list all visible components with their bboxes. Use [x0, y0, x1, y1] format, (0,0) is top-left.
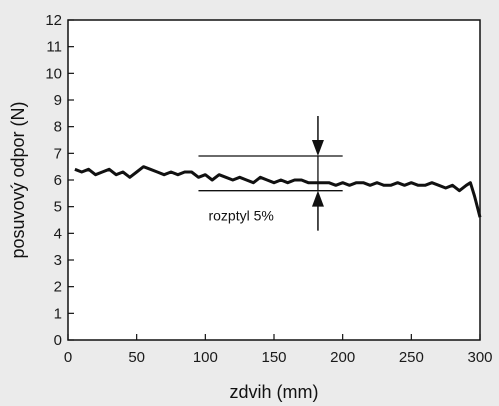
- series-line-0: [74, 165, 482, 218]
- annotation-label: rozptyl 5%: [208, 208, 273, 224]
- annotation-arrow-up-head: [311, 190, 324, 207]
- x-tick-label: 200: [330, 349, 355, 366]
- annotation-arrow-down-head: [311, 140, 324, 156]
- x-tick-label: 150: [261, 349, 286, 366]
- y-tick-label: 12: [45, 12, 62, 29]
- y-tick-label: 7: [54, 145, 62, 162]
- y-tick-label: 5: [54, 199, 62, 216]
- y-tick-label: 1: [54, 305, 62, 322]
- x-axis: 0 50 100 150 200 250 300: [64, 334, 493, 366]
- x-tick-label: 50: [128, 349, 145, 366]
- y-tick-label: 9: [54, 92, 62, 109]
- x-tick-label: 100: [193, 349, 218, 366]
- y-tick-label: 2: [54, 279, 62, 296]
- y-tick-label: 4: [54, 225, 62, 242]
- y-axis-title: posuvový odpor (N): [8, 101, 28, 258]
- y-tick-label: 10: [45, 65, 62, 82]
- plot-area: [67, 19, 481, 341]
- y-tick-label: 3: [54, 252, 62, 269]
- x-axis-title: zdvih (mm): [230, 382, 319, 402]
- x-tick-label: 0: [64, 349, 72, 366]
- x-tick-label: 250: [399, 349, 424, 366]
- y-tick-label: 6: [54, 172, 62, 189]
- y-tick-label: 8: [54, 119, 62, 136]
- y-tick-label: 11: [46, 39, 62, 56]
- series-layer: [74, 165, 482, 218]
- x-tick-label: 300: [467, 349, 492, 366]
- annotation: rozptyl 5%: [198, 116, 343, 231]
- y-tick-label: 0: [54, 332, 62, 349]
